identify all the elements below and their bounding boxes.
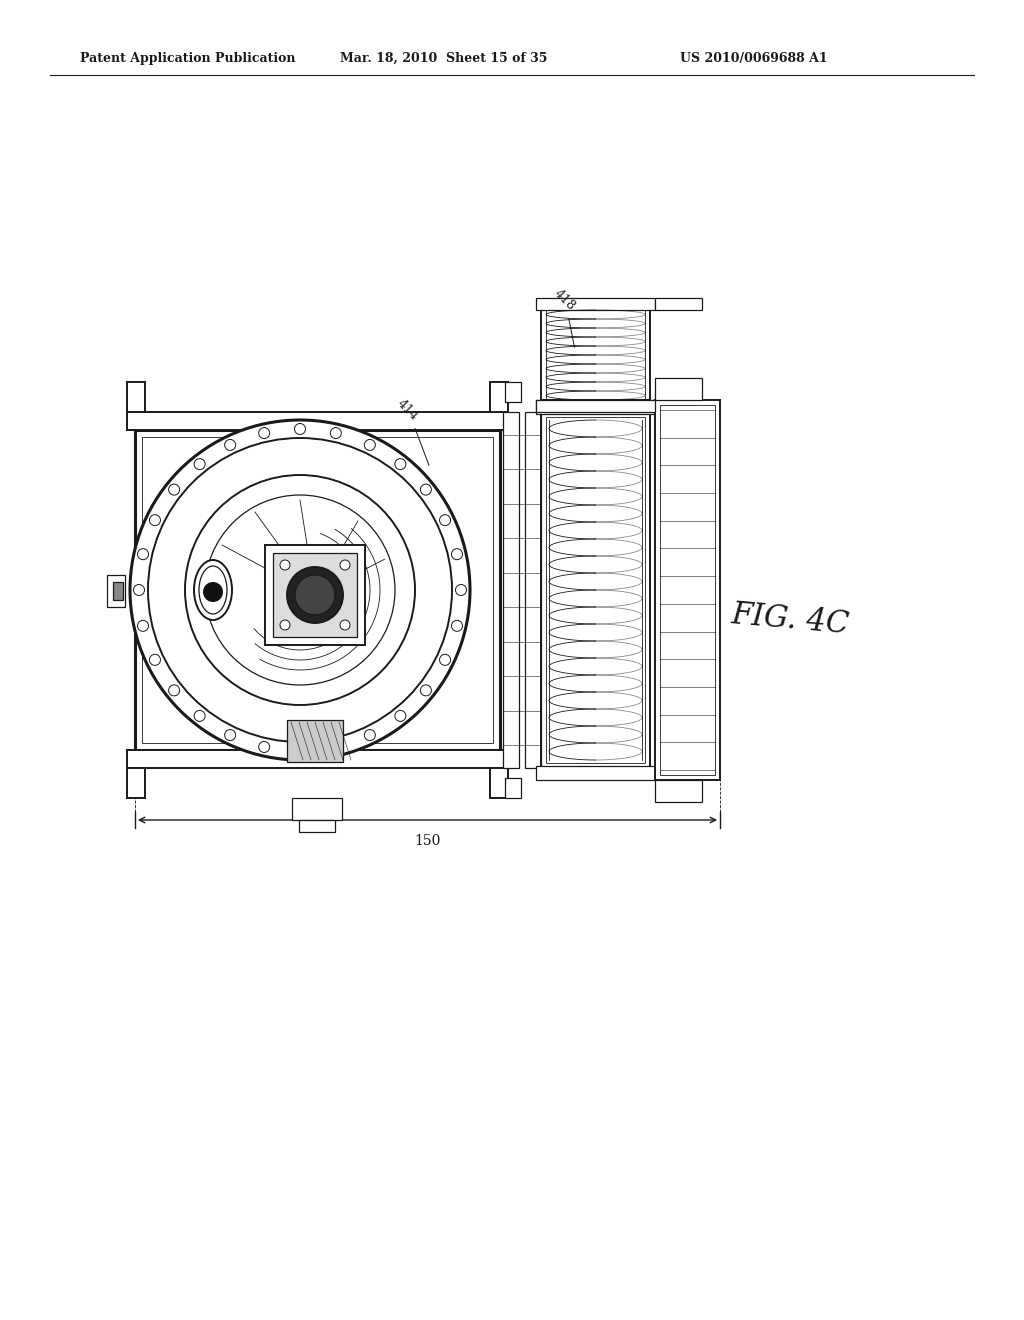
Bar [127,381,145,412]
Circle shape [150,515,161,525]
Bar [505,381,521,403]
Circle shape [439,655,451,665]
Bar [265,545,365,645]
Circle shape [439,515,451,525]
Bar [505,777,521,799]
Bar [546,417,645,763]
Text: 404: 404 [228,499,254,537]
Bar [490,381,508,412]
Bar [113,582,123,601]
Circle shape [195,710,205,721]
Bar [660,405,715,775]
Circle shape [133,585,144,595]
Circle shape [331,428,341,438]
Circle shape [130,420,470,760]
Circle shape [452,620,463,631]
Bar [299,820,335,832]
Bar [655,298,702,310]
Circle shape [150,655,161,665]
Text: 150: 150 [415,834,440,847]
Text: 408: 408 [356,496,401,546]
Bar [525,412,541,768]
Circle shape [195,458,205,470]
Circle shape [452,549,463,560]
Ellipse shape [199,566,227,614]
Bar [127,412,508,430]
Bar [536,400,655,414]
Circle shape [259,742,269,752]
Ellipse shape [194,560,232,620]
Text: Mar. 18, 2010  Sheet 15 of 35: Mar. 18, 2010 Sheet 15 of 35 [340,51,548,65]
Circle shape [169,685,179,696]
Bar [655,780,702,803]
Text: 414: 414 [395,397,429,466]
Bar [142,437,493,743]
Bar [292,799,342,820]
Bar [536,766,655,780]
Bar [655,378,702,400]
Text: FIG. 4C: FIG. 4C [729,599,851,640]
Circle shape [203,582,223,602]
Bar [135,430,500,750]
Circle shape [331,742,341,752]
Bar [541,412,650,768]
Bar [127,750,508,768]
Circle shape [137,620,148,631]
Circle shape [340,560,350,570]
Circle shape [148,438,452,742]
Circle shape [295,424,305,434]
Bar [490,768,508,799]
Bar [536,400,655,412]
Text: Patent Application Publication: Patent Application Publication [80,51,296,65]
Text: US 2010/0069688 A1: US 2010/0069688 A1 [680,51,827,65]
Circle shape [421,685,431,696]
Circle shape [224,440,236,450]
Circle shape [395,458,406,470]
Circle shape [280,560,290,570]
Circle shape [169,484,179,495]
Bar [106,576,125,607]
Circle shape [224,730,236,741]
Bar [273,553,357,638]
Bar [655,400,720,780]
Bar [541,310,650,400]
Circle shape [365,440,376,450]
Circle shape [395,710,406,721]
Circle shape [137,549,148,560]
Circle shape [340,620,350,630]
Circle shape [421,484,431,495]
Circle shape [287,568,343,623]
Circle shape [295,746,305,756]
Circle shape [456,585,467,595]
Circle shape [259,428,269,438]
Circle shape [365,730,376,741]
Bar [287,719,343,762]
Circle shape [280,620,290,630]
Bar [536,298,655,310]
Circle shape [295,576,335,615]
Bar [127,768,145,799]
Text: 418: 418 [552,286,579,347]
Bar [503,412,519,768]
